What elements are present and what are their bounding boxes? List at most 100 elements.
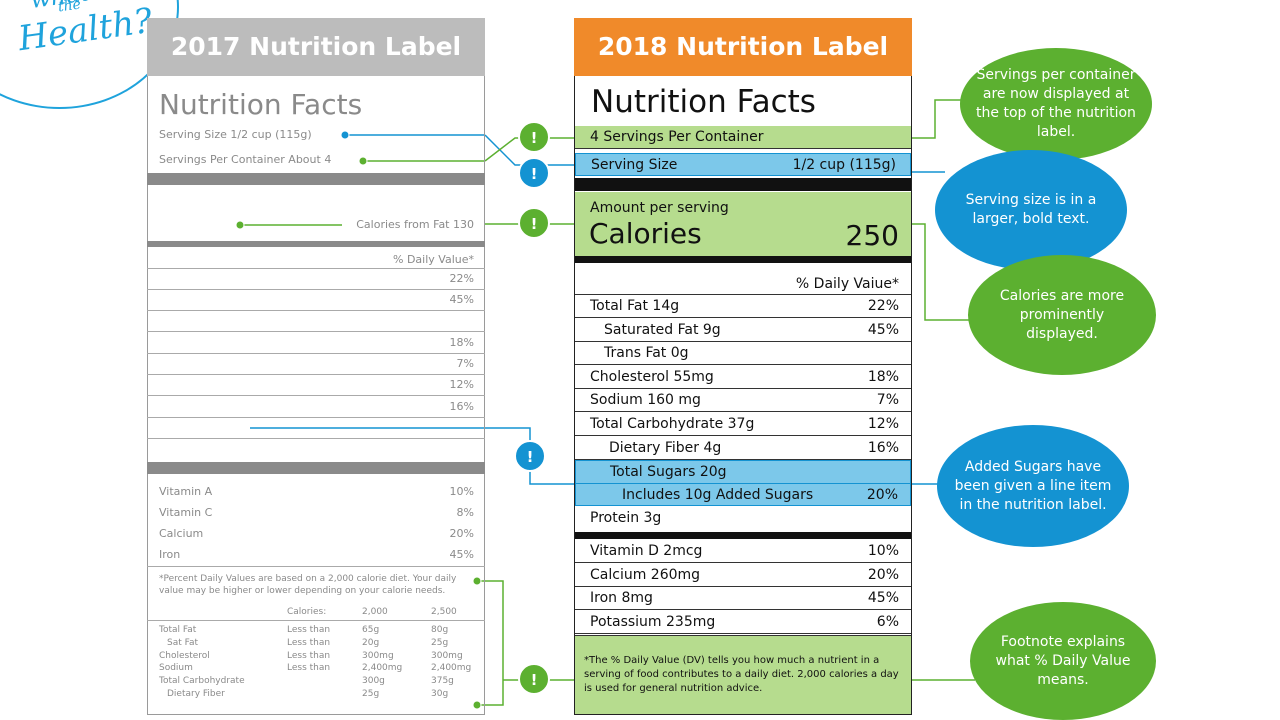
old-fn-cell: 300mg [431, 650, 463, 661]
new-mineral-name: Vitamin D 2mcg [590, 543, 703, 559]
new-nutrient-pct: 45% [867, 321, 899, 338]
new-total-sugars: Total Sugars 20g [610, 464, 727, 480]
old-dv-value: 18% [449, 336, 474, 349]
old-dv-header: % Daily Value* [393, 253, 474, 266]
old-dv-value: 12% [449, 378, 474, 391]
old-row-line [147, 417, 485, 418]
old-fn-cell: Total Fat [159, 625, 197, 635]
old-row-line [147, 620, 485, 621]
alert-mark-footnote: ! [518, 663, 550, 695]
old-fn-cell: 375g [431, 676, 454, 687]
new-label-title: Nutrition Facts [591, 84, 816, 120]
old-fn-cell: 2,400mg [431, 663, 472, 674]
alert-mark-servings: ! [518, 121, 550, 153]
new-nutrient-row: Cholesterol 55mg 18% [575, 366, 911, 389]
callout-servings: Servings per container are now displayed… [960, 48, 1152, 160]
alert-mark-serving-size: ! [518, 157, 550, 189]
old-vitamin-name: Calcium [159, 527, 204, 540]
new-calories-value: 250 [845, 219, 899, 252]
old-vitamin-pct: 8% [456, 506, 474, 519]
new-mineral-pct: 20% [867, 566, 899, 583]
new-calories-label: Calories [589, 217, 702, 250]
new-nutrient-name: Dietary Fiber 4g [609, 439, 722, 456]
old-fn-cell: Sodium [159, 663, 193, 674]
old-row-line [147, 289, 485, 290]
new-mineral-name: Calcium 260mg [590, 566, 701, 583]
new-added-sugars: Includes 10g Added Sugars [622, 487, 814, 503]
new-mineral-pct: 10% [867, 543, 899, 559]
old-serving-size: Serving Size 1/2 cup (115g) [159, 128, 312, 141]
new-label-header: 2018 Nutrition Label [574, 18, 912, 76]
alert-mark-added-sugars: ! [514, 440, 546, 472]
old-vitamin-name: Vitamin A [159, 485, 213, 498]
new-mineral-pct: 6% [876, 614, 899, 631]
old-row-line [147, 268, 485, 269]
new-calories-box: Amount per serving Calories 250 [575, 192, 911, 256]
old-vitamin-pct: 45% [449, 548, 474, 561]
old-row-line [147, 310, 485, 311]
new-servings-row: 4 Servings Per Container [575, 126, 911, 149]
old-fn-cell: 2,400mg [362, 663, 403, 674]
callout-calories: Calories are more prominently displayed. [968, 255, 1156, 375]
old-fn-cell: Less than [287, 663, 331, 674]
old-row-line [147, 353, 485, 354]
old-fn-cell: 20g [362, 637, 380, 648]
old-servings-per-container: Servings Per Container About 4 [159, 153, 332, 166]
old-divider-bar [147, 241, 485, 247]
new-mineral-name: Potassium 235mg [590, 614, 716, 631]
new-mineral-row: Iron 8mg 45% [575, 587, 911, 611]
new-thick-bar [575, 532, 911, 539]
new-serving-size-label: Serving Size [591, 157, 678, 173]
new-added-sugars-row: Includes 10g Added Sugars 20% [575, 483, 911, 506]
new-dv-header: % Daily Vaiue* [795, 276, 899, 292]
new-amount-per-serving: Amount per serving [590, 200, 729, 216]
old-fn-header: 2,500 [431, 607, 457, 617]
old-vitamin-name: Iron [159, 548, 181, 561]
new-nutrient-name: Total Carbohydrate 37g [590, 416, 755, 432]
new-protein-row: Protein 3g [575, 507, 911, 530]
old-calories-from-fat: Calories from Fat 130 [356, 218, 474, 231]
old-fn-header: Calories: [287, 607, 327, 617]
old-fn-cell: 25g [362, 689, 380, 699]
new-footnote-box: *The % Daily Value (DV) tells you how mu… [575, 635, 911, 714]
old-dv-value: 22% [449, 272, 474, 285]
new-nutrient-row: Sodium 160 mg 7% [575, 389, 911, 413]
old-fn-cell: Less than [287, 625, 331, 635]
new-serving-size-value: 1/2 cup (115g) [792, 157, 896, 173]
new-nutrient-pct: 7% [876, 392, 899, 409]
old-fn-cell: 300g [362, 676, 385, 687]
old-fn-cell: 65g [362, 625, 380, 635]
new-mineral-name: Iron 8mg [590, 590, 653, 607]
alert-mark-calories: ! [518, 207, 550, 239]
new-nutrient-name: Trans Fat 0g [604, 345, 689, 362]
old-fn-cell: 80g [431, 625, 449, 635]
callout-added-sugars: Added Sugars have been given a line item… [937, 425, 1129, 547]
new-nutrient-row: Dietary Fiber 4g 16% [575, 437, 911, 460]
new-added-sugars-pct: 20% [866, 487, 898, 503]
new-servings: 4 Servings Per Container [590, 129, 764, 145]
old-vitamin-name: Vitamin C [159, 506, 213, 519]
old-label-header: 2017 Nutrition Label [147, 18, 485, 76]
new-nutrient-pct: 16% [867, 439, 899, 456]
new-thick-bar [575, 256, 911, 263]
old-fn-cell: Less than [287, 637, 331, 648]
new-nutrient-name: Saturated Fat 9g [604, 321, 721, 338]
new-nutrient-pct: 18% [867, 368, 899, 385]
new-protein: Protein 3g [590, 510, 662, 526]
old-fn-cell: Sat Fat [167, 637, 199, 648]
old-row-line [147, 438, 485, 439]
old-row-line [147, 331, 485, 332]
new-footnote: *The % Daily Value (DV) tells you how mu… [584, 655, 899, 694]
old-divider-bar [147, 173, 485, 185]
new-nutrient-name: Sodium 160 mg [590, 392, 701, 409]
new-serving-size-row: Serving Size 1/2 cup (115g) [575, 153, 911, 176]
new-row-line [575, 294, 911, 295]
new-nutrient-row: Total Carbohydrate 37g 12% [575, 413, 911, 436]
old-vitamin-pct: 20% [449, 527, 474, 540]
old-divider-bar [147, 462, 485, 474]
new-mineral-row: Vitamin D 2mcg 10% [575, 540, 911, 563]
old-fn-cell: 30g [431, 689, 449, 699]
old-label-title: Nutrition Facts [159, 88, 363, 121]
old-fn-header: 2,000 [362, 607, 388, 617]
old-vitamin-pct: 10% [449, 485, 474, 498]
